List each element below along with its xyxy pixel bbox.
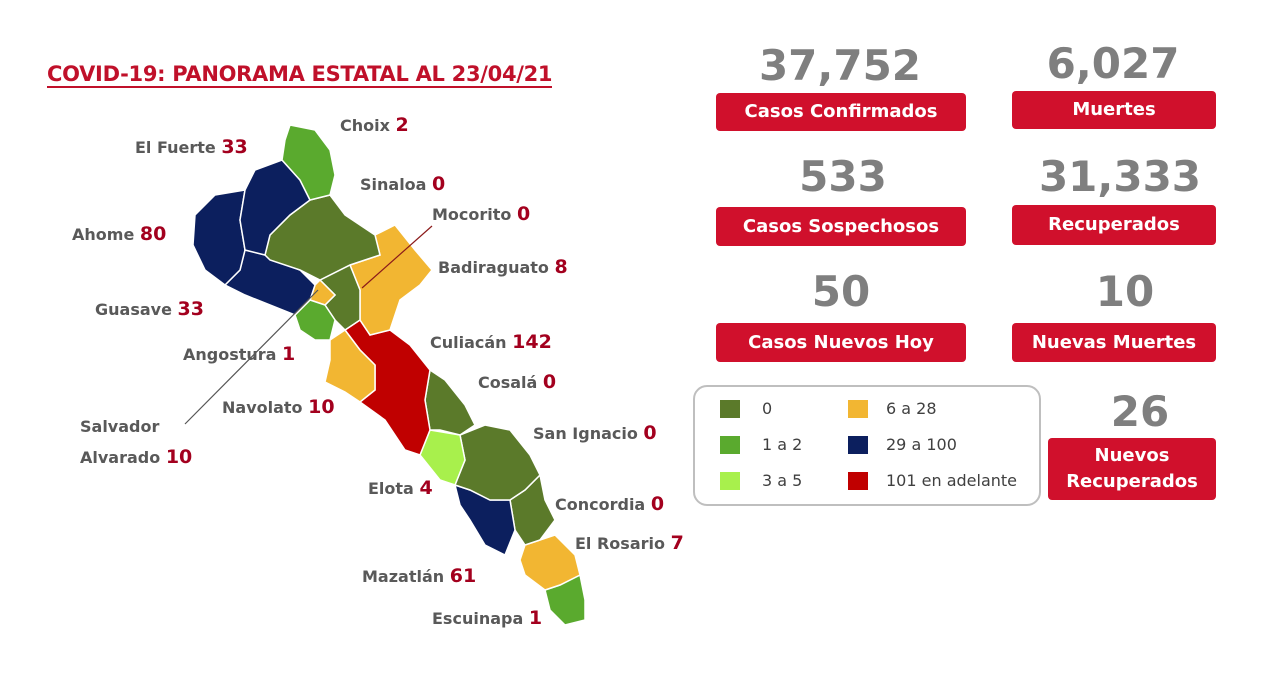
stat-label: Casos Nuevos Hoy xyxy=(716,323,966,362)
municipality-value: 0 xyxy=(643,422,657,444)
municipality xyxy=(454,424,541,501)
municipality-name: Escuinapa xyxy=(432,609,524,628)
municipality-name: Ahome xyxy=(72,225,135,244)
municipality-value: 4 xyxy=(419,477,433,499)
legend-item: 29 a 100 xyxy=(848,435,957,454)
municipality xyxy=(424,368,476,436)
municipality-name: El Fuerte xyxy=(135,138,216,157)
legend-swatch xyxy=(720,435,740,454)
municipality-name: Navolato xyxy=(222,398,303,417)
stat-value: 10 xyxy=(1095,267,1155,316)
legend-label: 0 xyxy=(762,399,773,418)
municipality-value: 2 xyxy=(395,114,409,136)
municipality-value: 1 xyxy=(282,343,296,365)
stat-value: 37,752 xyxy=(758,41,922,90)
stat-label: Nuevas Muertes xyxy=(1012,323,1216,362)
municipality-value: 0 xyxy=(542,371,557,393)
legend-swatch xyxy=(848,471,868,490)
title: COVID-19: PANORAMA ESTATAL AL 23/04/21 xyxy=(47,62,553,88)
municipality-name: Cosalá xyxy=(478,373,538,392)
municipality-value: 80 xyxy=(139,223,167,245)
municipality-label: Choix 2 xyxy=(340,110,409,141)
municipality-value: 0 xyxy=(650,493,665,515)
municipality-name: El Rosario xyxy=(575,534,665,553)
legend-item: 101 en adelante xyxy=(848,471,1017,490)
legend-label: 6 a 28 xyxy=(886,399,937,418)
municipality-value: 10 xyxy=(165,446,193,468)
legend-swatch xyxy=(848,435,868,454)
municipality-label: Mazatlán 61 xyxy=(362,561,476,592)
municipality-label: Badiraguato 8 xyxy=(438,252,568,283)
municipality-label: Elota 4 xyxy=(368,473,433,504)
legend-item: 1 a 2 xyxy=(720,435,802,454)
municipality-label: Mocorito 0 xyxy=(432,199,530,230)
municipality-value: 8 xyxy=(554,256,568,278)
map xyxy=(184,124,586,626)
municipality-label: Angostura 1 xyxy=(183,339,295,370)
municipality-label: Sinaloa 0 xyxy=(360,169,445,200)
municipality-label: Culiacán 142 xyxy=(430,327,552,358)
municipality-value: 0 xyxy=(432,173,446,195)
municipality-label: Navolato 10 xyxy=(222,392,335,423)
municipality-value: 61 xyxy=(449,565,477,587)
municipality-name: Badiraguato xyxy=(438,258,549,277)
stat-value: 26 xyxy=(1110,387,1170,436)
municipality-value: 10 xyxy=(308,396,335,418)
municipality-name: Elota xyxy=(368,479,414,498)
municipality-value: 1 xyxy=(528,607,543,629)
legend-item: 6 a 28 xyxy=(848,399,937,418)
legend-label: 1 a 2 xyxy=(762,435,803,454)
municipality-name: Angostura xyxy=(183,345,277,364)
municipality-label: Cosalá 0 xyxy=(478,367,556,398)
municipality-value: 0 xyxy=(516,203,531,225)
municipality-name: Sinaloa xyxy=(360,175,427,194)
stat-value: 6,027 xyxy=(1046,39,1180,88)
stat-label: Casos Sospechosos xyxy=(716,207,966,246)
municipality-value: 142 xyxy=(512,331,552,353)
municipality-label: Salvador Alvarado 10 xyxy=(80,411,205,473)
municipality-label: Guasave 33 xyxy=(95,294,204,325)
municipality-label: El Rosario 7 xyxy=(575,528,684,559)
legend-label: 101 en adelante xyxy=(886,471,1018,490)
municipality xyxy=(192,189,246,286)
municipality-value: 7 xyxy=(670,532,684,554)
municipality-name: San Ignacio xyxy=(533,424,638,443)
stat-value: 50 xyxy=(811,267,871,316)
stat-value: 533 xyxy=(799,152,887,201)
municipality-label: El Fuerte 33 xyxy=(135,132,248,163)
municipality xyxy=(294,299,336,341)
municipality-name: Salvador Alvarado xyxy=(80,417,161,467)
municipality xyxy=(281,124,336,201)
municipality-value: 33 xyxy=(221,136,248,158)
legend-label: 3 a 5 xyxy=(762,471,803,490)
leader-line xyxy=(184,289,319,425)
leader-line xyxy=(361,225,433,289)
stat-value: 31,333 xyxy=(1038,152,1202,201)
municipality-name: Mazatlán xyxy=(362,567,445,586)
stat-label: Muertes xyxy=(1012,91,1216,129)
municipality-label: Ahome 80 xyxy=(72,219,166,250)
legend-swatch xyxy=(720,471,740,490)
municipality-name: Concordia xyxy=(555,495,646,514)
municipality-name: Culiacán xyxy=(430,333,507,352)
municipality-label: Concordia 0 xyxy=(555,489,664,520)
municipality-name: Choix xyxy=(340,116,390,135)
municipality-value: 33 xyxy=(177,298,204,320)
legend-swatch xyxy=(848,399,868,418)
municipality-name: Mocorito xyxy=(432,205,512,224)
legend-item: 3 a 5 xyxy=(720,471,802,490)
municipality-label: San Ignacio 0 xyxy=(533,418,657,449)
legend-swatch xyxy=(720,399,740,418)
legend: 0 1 a 2 3 a 5 6 a 28 29 a 100 101 en adelante xyxy=(693,385,1041,506)
municipality-name: Guasave xyxy=(95,300,172,319)
legend-label: 29 a 100 xyxy=(886,435,957,454)
municipality xyxy=(324,328,376,403)
municipality xyxy=(519,534,581,591)
municipality-label: Escuinapa 1 xyxy=(432,603,542,634)
stat-label: Nuevos Recuperados xyxy=(1048,438,1216,500)
stat-label: Recuperados xyxy=(1012,205,1216,245)
stat-label: Casos Confirmados xyxy=(716,93,966,131)
legend-item: 0 xyxy=(720,399,772,418)
